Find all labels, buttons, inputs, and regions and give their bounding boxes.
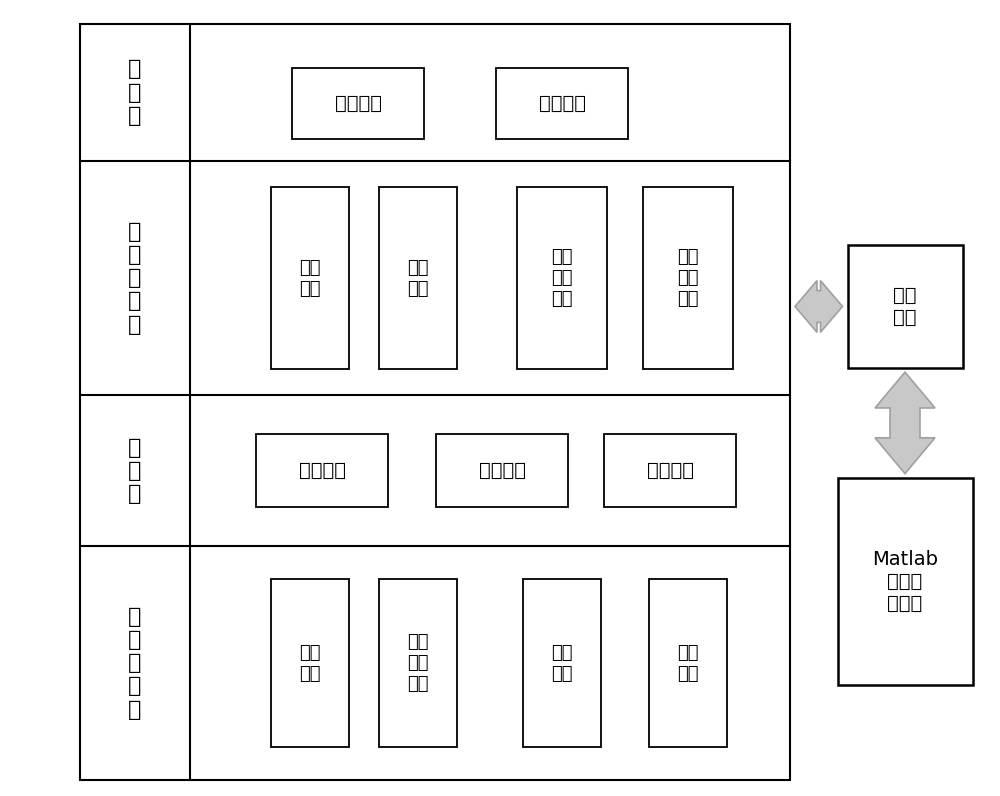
Bar [838, 478, 972, 685]
Text: 配置
管理: 配置 管理 [299, 259, 321, 298]
Bar [643, 187, 733, 369]
Text: 人机交互: 人机交互 [539, 94, 586, 113]
Bar [496, 68, 628, 139]
Text: 功
能
模
块
层: 功 能 模 块 层 [128, 222, 142, 334]
Bar [256, 435, 388, 507]
Bar [379, 187, 457, 369]
Text: 电路
控制: 电路 控制 [299, 644, 321, 683]
Text: 界面显示: 界面显示 [335, 94, 382, 113]
Bar [271, 187, 349, 369]
Text: 波形
生成: 波形 生成 [407, 259, 429, 298]
Bar [80, 24, 790, 780]
Text: Matlab
等第三
方工具: Matlab 等第三 方工具 [872, 549, 938, 613]
Bar [604, 435, 736, 507]
Text: 波形
数据
处理: 波形 数据 处理 [677, 248, 699, 308]
Text: 波形
文件
管理: 波形 文件 管理 [551, 248, 573, 308]
Text: 操
作
系
统
层: 操 作 系 统 层 [128, 607, 142, 720]
Text: 驱
动
层: 驱 动 层 [128, 438, 142, 504]
Polygon shape [795, 281, 842, 333]
Text: 高速
数据
传输: 高速 数据 传输 [407, 634, 429, 693]
Text: 数据
接口: 数据 接口 [893, 286, 917, 327]
Text: 自检
反馈: 自检 反馈 [677, 644, 699, 683]
Bar [271, 579, 349, 747]
Text: 应
用
层: 应 用 层 [128, 60, 142, 126]
Text: 总线驱动: 总线驱动 [479, 461, 526, 480]
Bar [649, 579, 727, 747]
Text: 通道
校准: 通道 校准 [551, 644, 573, 683]
Text: 系统驱动: 系统驱动 [299, 461, 346, 480]
Text: 显示驱动: 显示驱动 [647, 461, 694, 480]
Bar [292, 68, 424, 139]
Bar [517, 187, 607, 369]
Bar [523, 579, 601, 747]
Bar [436, 435, 568, 507]
Polygon shape [875, 373, 935, 474]
Bar [848, 245, 962, 368]
Bar [379, 579, 457, 747]
